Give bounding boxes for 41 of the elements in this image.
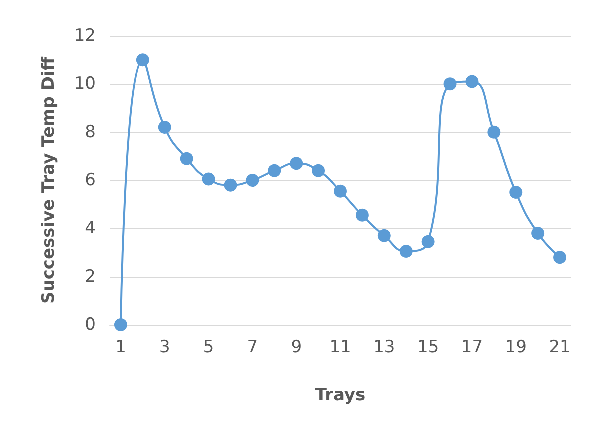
x-tick-label: 13: [374, 338, 396, 358]
point: [290, 157, 304, 170]
y-tick-label: 8: [85, 122, 96, 142]
y-axis-title: Successive Tray Temp Diff: [39, 56, 59, 304]
x-tick-label: 19: [505, 338, 527, 358]
x-tick-label: 11: [330, 338, 352, 358]
y-tick-label: 10: [74, 74, 96, 94]
y-tick-label: 4: [85, 218, 96, 239]
point: [532, 226, 545, 240]
point: [136, 54, 150, 67]
point: [554, 251, 567, 264]
point: [180, 152, 194, 166]
x-tick-label: 17: [461, 338, 484, 358]
x-tick-label: 1: [116, 338, 126, 358]
y-tick-label: 0: [85, 315, 96, 335]
point: [224, 178, 238, 192]
point: [312, 164, 326, 178]
point: [268, 164, 282, 178]
x-tick-label: 21: [549, 338, 571, 358]
y-tick-label: 2: [85, 266, 96, 287]
point: [444, 78, 457, 91]
x-tick-label: 7: [247, 338, 258, 358]
point: [378, 229, 391, 242]
point: [334, 184, 347, 198]
y-tick-label: 12: [74, 26, 96, 46]
point: [246, 174, 260, 187]
point: [422, 235, 435, 248]
x-tick-label: 5: [203, 338, 214, 358]
y-tick-label: 6: [85, 170, 96, 190]
point: [158, 121, 172, 134]
point: [488, 126, 501, 139]
point: [400, 245, 413, 258]
point: [510, 186, 523, 200]
point: [356, 208, 369, 222]
x-tick-label: 15: [417, 338, 440, 358]
x-axis-title: Trays: [315, 386, 366, 406]
x-tick-label: 9: [291, 338, 302, 358]
x-tick-label: 3: [159, 338, 170, 358]
point: [202, 172, 216, 186]
point: [114, 318, 128, 332]
point: [466, 75, 479, 88]
